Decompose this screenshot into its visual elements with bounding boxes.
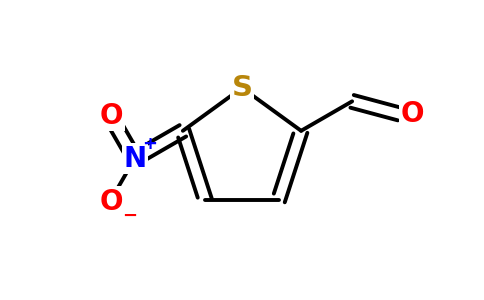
Text: −: − xyxy=(122,207,137,225)
Text: S: S xyxy=(231,74,253,102)
Text: O: O xyxy=(100,188,123,215)
Text: O: O xyxy=(100,102,123,130)
Text: +: + xyxy=(142,135,157,153)
Text: O: O xyxy=(401,100,424,128)
Text: N: N xyxy=(123,145,146,172)
